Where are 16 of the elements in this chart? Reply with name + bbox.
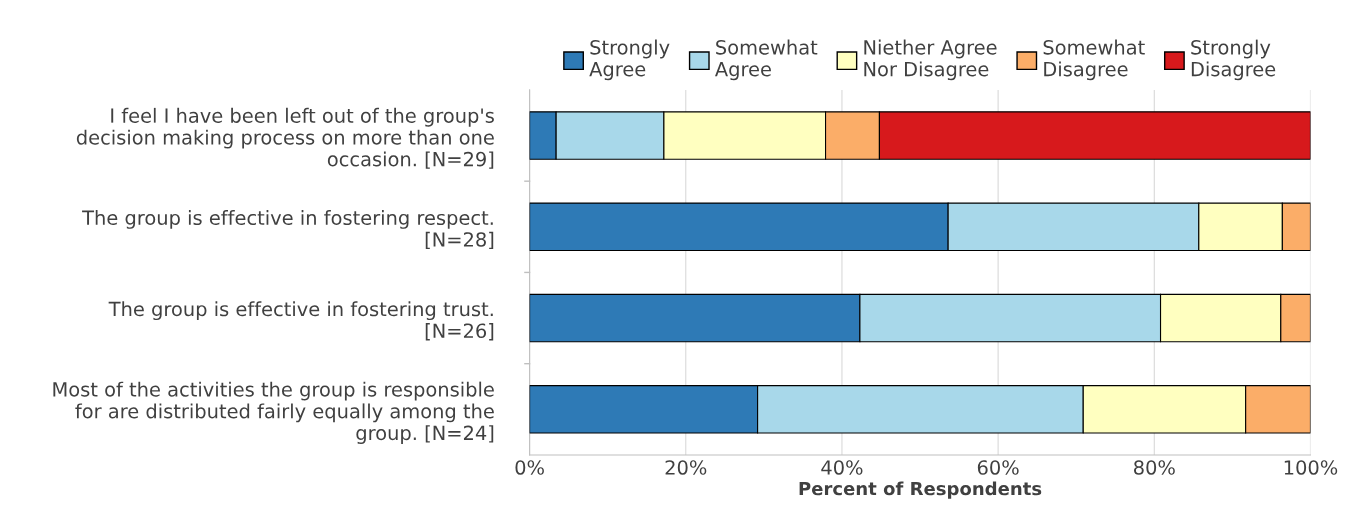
x-tick-label: 80% bbox=[1134, 460, 1175, 475]
legend-label: Somewhat Disagree bbox=[1043, 39, 1145, 81]
x-tick-label: 60% bbox=[977, 460, 1019, 475]
x-tick-label: 40% bbox=[821, 460, 863, 475]
y-tick-label: Most of the activities the group is responsible for are distributed fairly equally among the group. [N=24] bbox=[53, 381, 494, 444]
legend-label: Strongly Disagree bbox=[1191, 39, 1276, 81]
legend-label: Somewhat Agree bbox=[715, 39, 818, 81]
x-tick-label: 20% bbox=[665, 460, 707, 475]
y-tick-label: The group is effective in fostering respect. [N=28] bbox=[82, 210, 494, 250]
x-tick-label: 100% bbox=[1284, 460, 1338, 475]
y-tick-label: I feel I have been left out of the group's decision making process on more than one occasion. [N=29] bbox=[76, 107, 494, 169]
legend-label: Niether Agree Nor Disagree bbox=[864, 39, 997, 81]
x-tick-label: 0% bbox=[515, 460, 544, 475]
x-axis-title: Percent of Respondents bbox=[799, 481, 1042, 499]
legend-label: Strongly Agree bbox=[589, 39, 670, 81]
y-tick-label: The group is effective in fostering trust. [N=26] bbox=[108, 301, 494, 341]
